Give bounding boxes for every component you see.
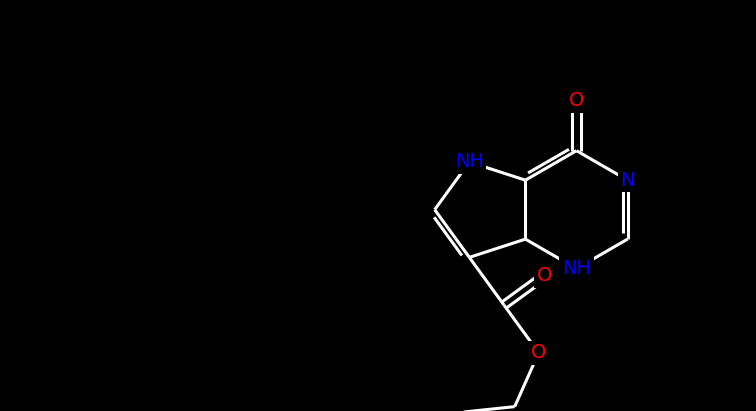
Text: NH: NH <box>562 259 591 278</box>
Text: N: N <box>621 171 635 189</box>
Text: O: O <box>531 343 547 362</box>
Text: O: O <box>569 91 584 110</box>
Text: O: O <box>537 266 552 285</box>
Text: NH: NH <box>455 152 484 171</box>
